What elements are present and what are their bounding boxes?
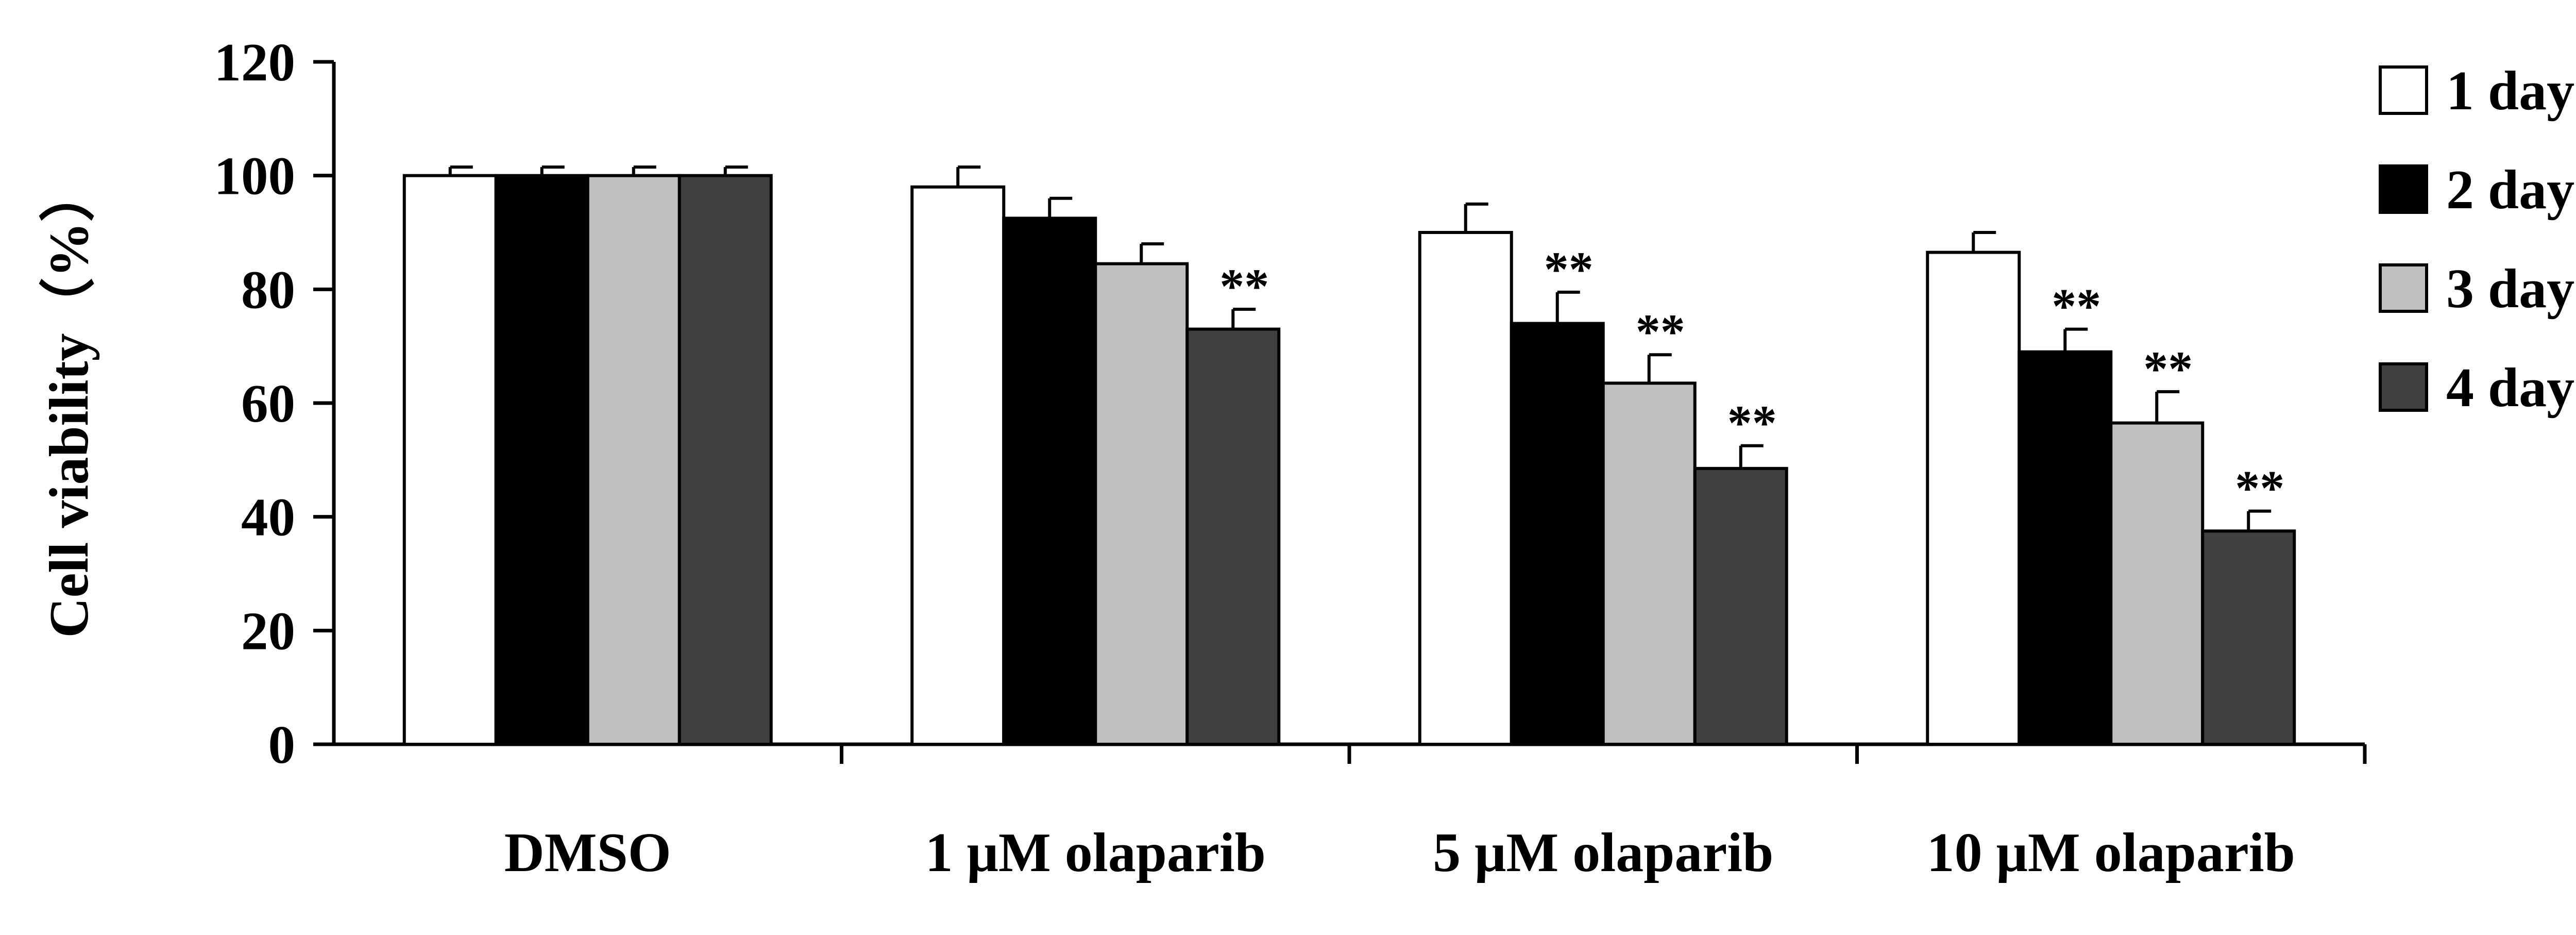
y-tick-label: 80 [241, 259, 295, 320]
bar [402, 174, 498, 746]
bar [1926, 251, 2021, 746]
legend-swatch [2379, 164, 2428, 214]
bar [2109, 421, 2205, 746]
bar [1185, 327, 1281, 746]
y-axis-title: Cell viability（%） [39, 166, 100, 638]
bar [1510, 322, 1605, 746]
legend-label: 4 day [2446, 357, 2574, 419]
y-tick-label: 20 [241, 600, 295, 661]
bar [2201, 529, 2296, 746]
significance-label: ** [2143, 341, 2193, 396]
y-tick-label: 0 [268, 714, 296, 775]
axes: 0 20 40 60 80 100 120 DMSO 1 μM olaparib 5 μM ola… [214, 32, 2367, 883]
legend-swatch [2379, 263, 2428, 313]
legend-swatch [2379, 362, 2428, 412]
legend-label: 1 day [2446, 60, 2574, 122]
bar [494, 174, 589, 746]
bar [1601, 381, 1697, 746]
legend-label: 2 day [2446, 159, 2574, 221]
bar [1693, 466, 1788, 746]
y-tick-label: 120 [214, 32, 296, 92]
y-tick-label: 60 [241, 373, 295, 433]
legend-swatch [2379, 65, 2428, 115]
significance-label: ** [2052, 279, 2101, 334]
significance-label: ** [1544, 242, 1594, 297]
y-tick-label: 40 [241, 487, 295, 547]
bar [1002, 216, 1097, 746]
category-label: 5 μM olaparib [1433, 822, 1773, 883]
bar [1418, 231, 1513, 746]
bar [586, 174, 681, 746]
category-label: 1 μM olaparib [925, 822, 1266, 883]
category-label: 10 μM olaparib [1927, 822, 2295, 883]
significance-label: ** [1727, 395, 1777, 450]
legend-label: 3 day [2446, 258, 2574, 320]
significance-label: ** [1219, 259, 1269, 314]
significance-label: ** [1636, 304, 1685, 359]
category-label: DMSO [504, 822, 671, 883]
y-tick-label: 100 [214, 146, 296, 206]
significance-label: ** [2235, 461, 2284, 516]
bar [2018, 350, 2113, 746]
bars-group: ** ** ** ** ** ** ** [402, 165, 2296, 746]
bar [677, 174, 773, 746]
bar [1094, 262, 1189, 746]
legend: 1 day 2 day 3 day 4 day [2379, 60, 2574, 419]
bar [910, 185, 1006, 746]
